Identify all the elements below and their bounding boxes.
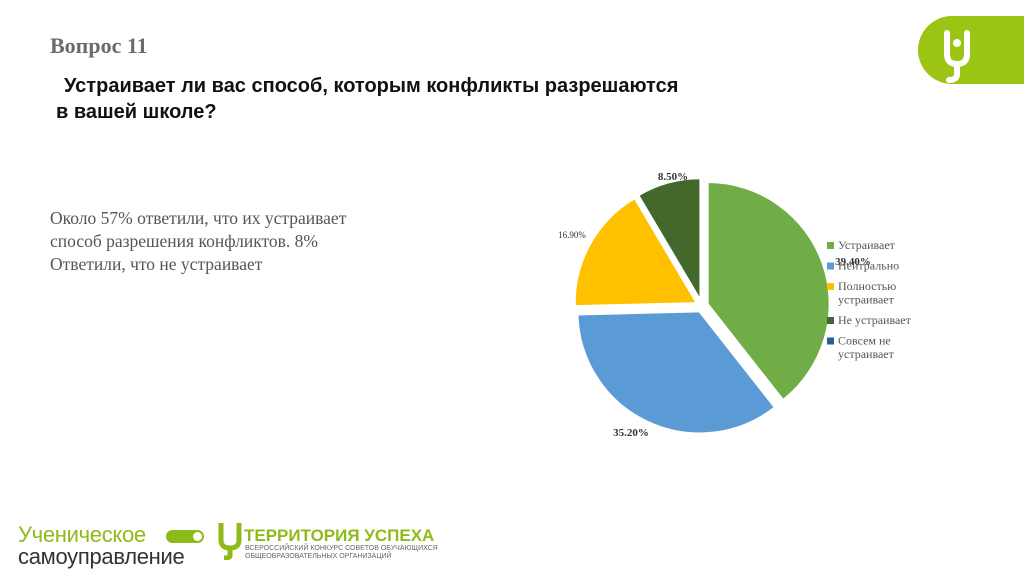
chart-legend: УстраиваетНейтральноПолностьюустраиваетН…: [827, 238, 912, 361]
toggle-pill-icon: [166, 530, 204, 543]
logo-territoriya-subtitle: ВСЕРОССИЙСКИЙ КОНКУРС СОВЕТОВ ОБУЧАЮЩИХС…: [245, 545, 495, 561]
letter-u-mark-icon: [218, 523, 242, 560]
logo-territoriya-title: ТЕРРИТОРИЯ УСПЕХА: [244, 526, 435, 545]
data-labels: 39.40% 35.20% 16.90% 8.50%: [558, 171, 871, 439]
legend-swatch-2: [827, 262, 834, 270]
pie-slice-3: [573, 196, 699, 308]
legend-label-5: Совсем не: [838, 334, 891, 348]
legend-swatch-3: [827, 283, 834, 290]
data-label-4: 8.50%: [658, 171, 688, 183]
question-text: Устраивает ли вас способ, которым конфли…: [56, 73, 856, 125]
legend-swatch-5: [827, 337, 834, 345]
question-line-1: Устраивает ли вас способ, которым конфли…: [64, 75, 679, 97]
legend-label-3: устраивает: [838, 293, 895, 307]
letter-u-logo-icon: [944, 30, 970, 83]
legend-swatch-4: [827, 317, 834, 324]
pie-slice-1: [706, 181, 831, 402]
logo-uchenicheskoe-line1: Ученическое: [18, 522, 146, 547]
legend-label-4: Не устраивает: [838, 313, 912, 327]
legend-label-3: Полностью: [838, 279, 896, 293]
legend-label-5: устраивает: [838, 347, 895, 361]
legend-label-2: Нейтрально: [838, 259, 899, 273]
data-label-1: 39.40%: [835, 256, 871, 268]
corner-logo: [918, 16, 1024, 84]
question-line-2: в вашей школе?: [56, 101, 217, 123]
summary-text: Около 57% ответили, что их устраивает сп…: [50, 208, 347, 274]
pie-slices: [573, 177, 831, 435]
logo-territoriya-subtitle-line2: ОБЩЕОБРАЗОВАТЕЛЬНЫХ ОРГАНИЗАЦИЙ: [245, 553, 392, 560]
question-number: Вопрос 11: [50, 33, 148, 58]
logo-uchenicheskoe-line2: самоуправление: [18, 544, 185, 569]
footer-logos: Ученическое самоуправление ТЕРРИТОРИЯ УС…: [16, 518, 616, 569]
legend-swatch-1: [827, 242, 834, 249]
pie-slice-4: [636, 177, 702, 304]
logo-territoriya-subtitle-line1: ВСЕРОССИЙСКИЙ КОНКУРС СОВЕТОВ ОБУЧАЮЩИХС…: [245, 545, 438, 552]
legend-label-1: Устраивает: [838, 238, 896, 252]
pie-slice-2: [576, 310, 777, 435]
data-label-3: 16.90%: [558, 230, 586, 240]
data-label-2: 35.20%: [613, 427, 649, 439]
